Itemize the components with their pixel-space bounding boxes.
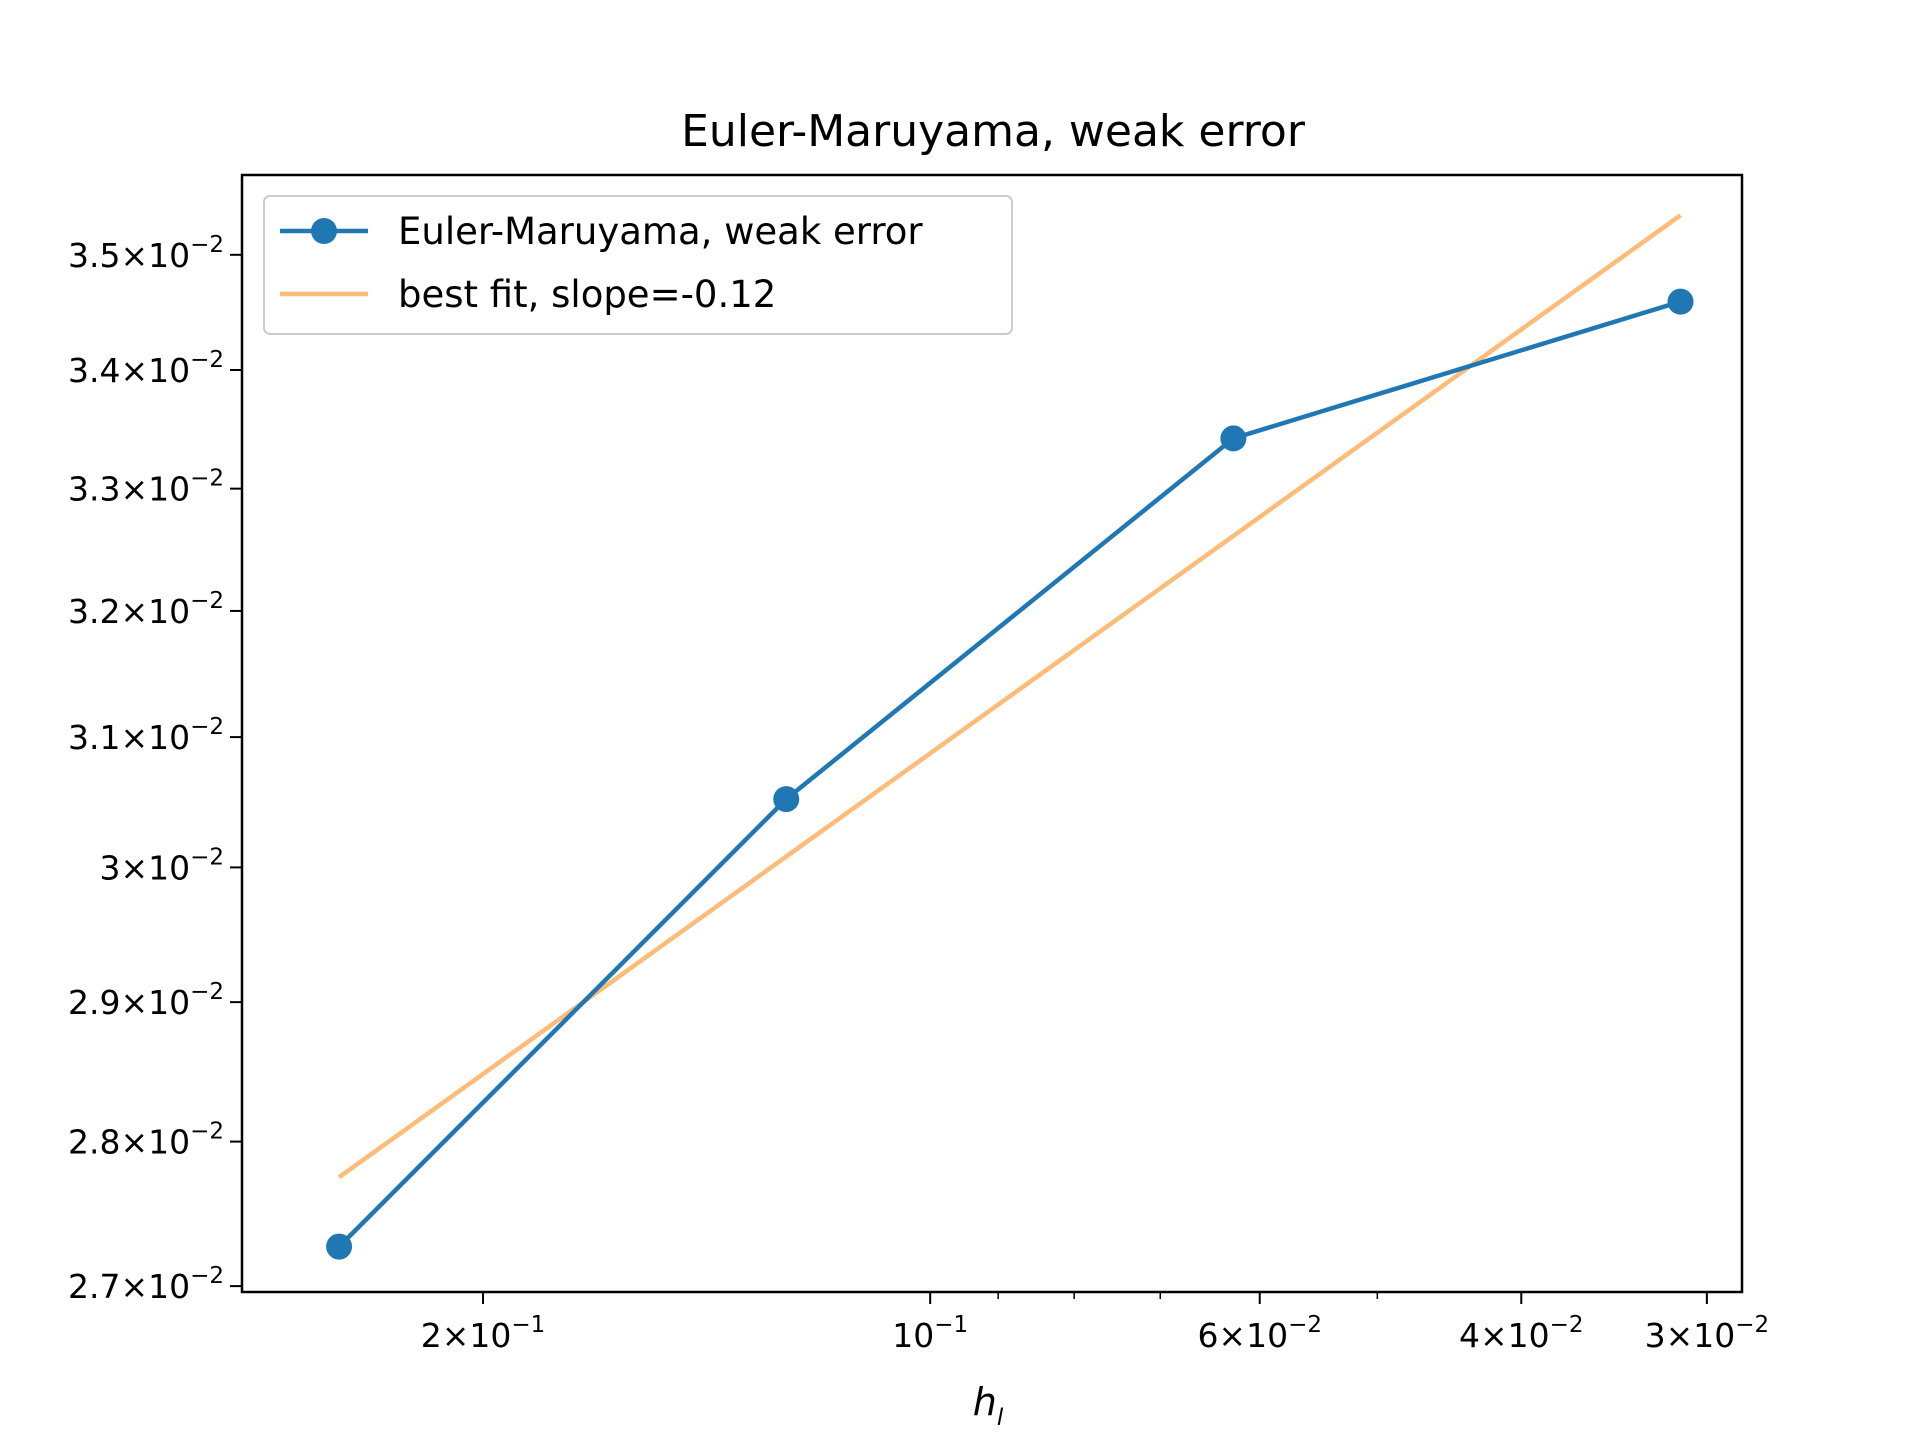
x-tick-label: 2×10−1	[421, 1312, 546, 1355]
y-tick-label: 2.9×10−2	[68, 979, 224, 1022]
data-point	[326, 1233, 353, 1260]
x-tick-label: 6×10−2	[1197, 1312, 1322, 1355]
legend-label-best-fit: best fit, slope=-0.12	[398, 273, 776, 316]
x-tick-label: 10−1	[892, 1312, 968, 1355]
legend: Euler-Maruyama, weak error best fit, slop…	[263, 195, 1013, 335]
x-tick-label: 3×10−2	[1645, 1312, 1770, 1355]
y-tick-label: 2.8×10−2	[68, 1119, 224, 1162]
x-axis: 2×10−1 10−1 6×10−2 4×10−2 3×10−2	[421, 1292, 1769, 1355]
best-fit-line	[337, 213, 1682, 1180]
data-point	[1220, 425, 1247, 452]
plot-area	[326, 213, 1694, 1260]
y-tick-label: 3.1×10−2	[68, 714, 224, 757]
weak-error-line	[337, 299, 1682, 1249]
data-point	[773, 786, 800, 813]
x-tick-label: 4×10−2	[1459, 1312, 1584, 1355]
plot-frame	[240, 173, 1744, 1294]
y-tick-label: 3.2×10−2	[68, 588, 224, 631]
y-tick-label: 3.4×10−2	[68, 347, 224, 390]
y-axis: 2.7×10−2 2.8×10−2 2.9×10−2 3×10−2 3.1×10−2 3.…	[68, 232, 242, 1306]
x-axis-label: hl	[973, 1380, 1004, 1431]
y-tick-label: 3.3×10−2	[68, 466, 224, 509]
y-tick-label: 2.7×10−2	[68, 1263, 224, 1306]
chart-title: Euler-Maruyama, weak error	[681, 106, 1306, 157]
legend-marker-weak-error	[311, 218, 337, 244]
y-tick-label: 3.5×10−2	[68, 232, 224, 275]
data-point	[1667, 288, 1694, 315]
legend-label-weak-error: Euler-Maruyama, weak error	[398, 210, 923, 253]
y-tick-label: 3×10−2	[99, 844, 224, 887]
legend-box	[263, 195, 1013, 335]
